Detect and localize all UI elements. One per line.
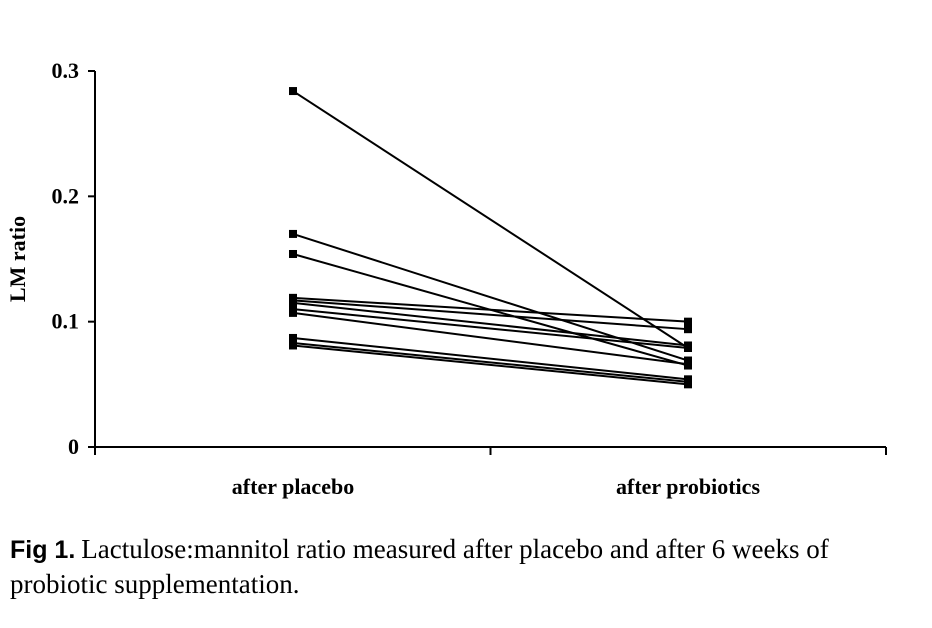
chart: 0 0.1 0.2 0.3 after placebo after probiotics…	[5, 58, 887, 499]
x-ticks: after placebo after probiotics	[94, 447, 887, 499]
y-tick-label: 0	[68, 434, 79, 459]
y-tick-label: 0.1	[52, 309, 80, 334]
series-line	[292, 232, 689, 362]
series-line	[292, 336, 689, 381]
figure-caption: Fig 1. Lactulose:mannitol ratio measured …	[10, 532, 920, 601]
data-point	[684, 360, 692, 369]
y-tick-label: 0.2	[52, 183, 80, 208]
data-point	[684, 317, 692, 326]
data-point	[289, 308, 297, 317]
data-point	[289, 341, 297, 350]
y-ticks: 0 0.1 0.2 0.3	[52, 58, 95, 459]
x-tick-label: after placebo	[232, 474, 354, 499]
data-point	[289, 229, 297, 238]
series-line	[292, 311, 689, 366]
data-point	[684, 343, 692, 352]
series-line	[292, 344, 689, 386]
caption-label: Fig 1.	[10, 536, 76, 564]
series-line	[292, 296, 689, 323]
x-tick-label: after probiotics	[616, 474, 760, 499]
caption-text: Lactulose:mannitol ratio measured after …	[10, 534, 829, 599]
data-point	[684, 325, 692, 334]
y-axis-title: LM ratio	[5, 216, 30, 302]
series-line	[292, 90, 689, 349]
series-line	[292, 308, 689, 349]
series-line	[292, 299, 689, 331]
series-line	[292, 301, 689, 347]
series-line	[292, 341, 689, 383]
data-point	[289, 333, 297, 342]
data-point	[289, 87, 297, 96]
series-layer	[289, 87, 692, 389]
y-tick-label: 0.3	[52, 58, 80, 83]
data-point	[289, 249, 297, 258]
data-point	[289, 298, 297, 307]
data-point	[684, 380, 692, 389]
